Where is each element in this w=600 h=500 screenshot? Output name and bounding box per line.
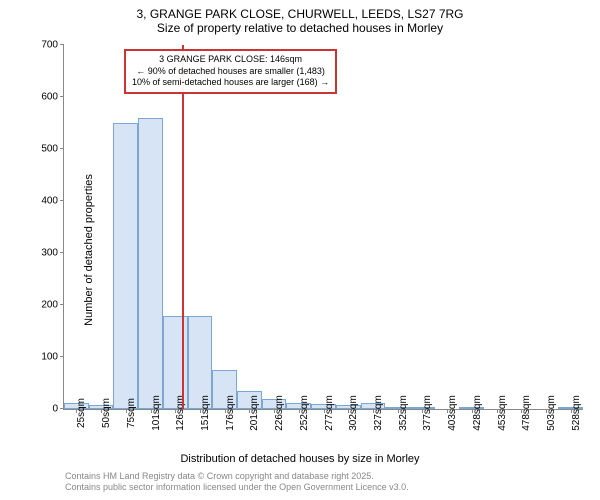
y-tick-mark bbox=[60, 148, 64, 149]
histogram-bar bbox=[138, 118, 163, 409]
y-tick-mark bbox=[60, 304, 64, 305]
x-tick-mark bbox=[126, 409, 127, 413]
x-tick-label: 226sqm bbox=[274, 395, 285, 431]
x-tick-label: 428sqm bbox=[472, 395, 483, 431]
x-tick-label: 453sqm bbox=[497, 395, 508, 431]
y-tick-label: 500 bbox=[41, 144, 58, 155]
x-tick-mark bbox=[249, 409, 250, 413]
x-tick-label: 151sqm bbox=[200, 395, 211, 431]
y-tick-label: 700 bbox=[41, 40, 58, 51]
x-tick-label: 50sqm bbox=[101, 398, 112, 428]
x-tick-mark bbox=[324, 409, 325, 413]
x-tick-mark bbox=[546, 409, 547, 413]
x-tick-mark bbox=[299, 409, 300, 413]
x-tick-mark bbox=[373, 409, 374, 413]
x-axis-label: Distribution of detached houses by size … bbox=[180, 453, 419, 465]
x-tick-label: 478sqm bbox=[521, 395, 532, 431]
annotation-line-3: 10% of semi-detached houses are larger (… bbox=[132, 77, 329, 89]
y-tick-label: 400 bbox=[41, 196, 58, 207]
y-tick-label: 600 bbox=[41, 92, 58, 103]
x-tick-label: 101sqm bbox=[151, 395, 162, 431]
x-tick-mark bbox=[101, 409, 102, 413]
footer-line-2: Contains public sector information licen… bbox=[65, 482, 409, 493]
y-tick-label: 300 bbox=[41, 248, 58, 259]
x-tick-label: 352sqm bbox=[398, 395, 409, 431]
x-tick-mark bbox=[422, 409, 423, 413]
x-tick-label: 75sqm bbox=[126, 398, 137, 428]
y-tick-label: 100 bbox=[41, 352, 58, 363]
x-tick-label: 201sqm bbox=[249, 395, 260, 431]
x-tick-mark bbox=[521, 409, 522, 413]
y-tick-mark bbox=[60, 200, 64, 201]
footer-attribution: Contains HM Land Registry data © Crown c… bbox=[65, 471, 409, 493]
x-tick-label: 327sqm bbox=[373, 395, 384, 431]
plot-area: 010020030040050060070025sqm50sqm75sqm101… bbox=[63, 45, 583, 410]
x-tick-mark bbox=[497, 409, 498, 413]
y-tick-label: 200 bbox=[41, 300, 58, 311]
x-tick-label: 302sqm bbox=[348, 395, 359, 431]
x-tick-label: 176sqm bbox=[225, 395, 236, 431]
y-tick-mark bbox=[60, 356, 64, 357]
x-tick-mark bbox=[151, 409, 152, 413]
footer-line-1: Contains HM Land Registry data © Crown c… bbox=[65, 471, 409, 482]
y-tick-mark bbox=[60, 96, 64, 97]
property-marker-line bbox=[182, 45, 184, 409]
x-tick-mark bbox=[447, 409, 448, 413]
x-tick-label: 528sqm bbox=[571, 395, 582, 431]
x-tick-mark bbox=[398, 409, 399, 413]
y-tick-mark bbox=[60, 44, 64, 45]
y-tick-label: 0 bbox=[52, 404, 58, 415]
annotation-line-2: ← 90% of detached houses are smaller (1,… bbox=[132, 66, 329, 78]
x-tick-mark bbox=[472, 409, 473, 413]
x-tick-label: 377sqm bbox=[422, 395, 433, 431]
x-tick-label: 403sqm bbox=[447, 395, 458, 431]
x-tick-mark bbox=[225, 409, 226, 413]
x-tick-mark bbox=[348, 409, 349, 413]
x-tick-label: 25sqm bbox=[76, 398, 87, 428]
x-tick-label: 126sqm bbox=[175, 395, 186, 431]
histogram-bar bbox=[113, 123, 138, 409]
x-tick-mark bbox=[200, 409, 201, 413]
x-tick-label: 277sqm bbox=[324, 395, 335, 431]
y-axis-label: Number of detached properties bbox=[83, 174, 95, 326]
x-tick-mark bbox=[76, 409, 77, 413]
annotation-line-1: 3 GRANGE PARK CLOSE: 146sqm bbox=[132, 54, 329, 66]
annotation-box: 3 GRANGE PARK CLOSE: 146sqm← 90% of deta… bbox=[124, 49, 337, 94]
chart-title-sub: Size of property relative to detached ho… bbox=[5, 21, 595, 35]
x-tick-mark bbox=[175, 409, 176, 413]
y-tick-mark bbox=[60, 252, 64, 253]
x-tick-mark bbox=[571, 409, 572, 413]
chart-container: 3, GRANGE PARK CLOSE, CHURWELL, LEEDS, L… bbox=[5, 5, 595, 495]
x-tick-label: 252sqm bbox=[299, 395, 310, 431]
x-tick-label: 503sqm bbox=[546, 395, 557, 431]
chart-title-main: 3, GRANGE PARK CLOSE, CHURWELL, LEEDS, L… bbox=[5, 7, 595, 21]
x-tick-mark bbox=[274, 409, 275, 413]
